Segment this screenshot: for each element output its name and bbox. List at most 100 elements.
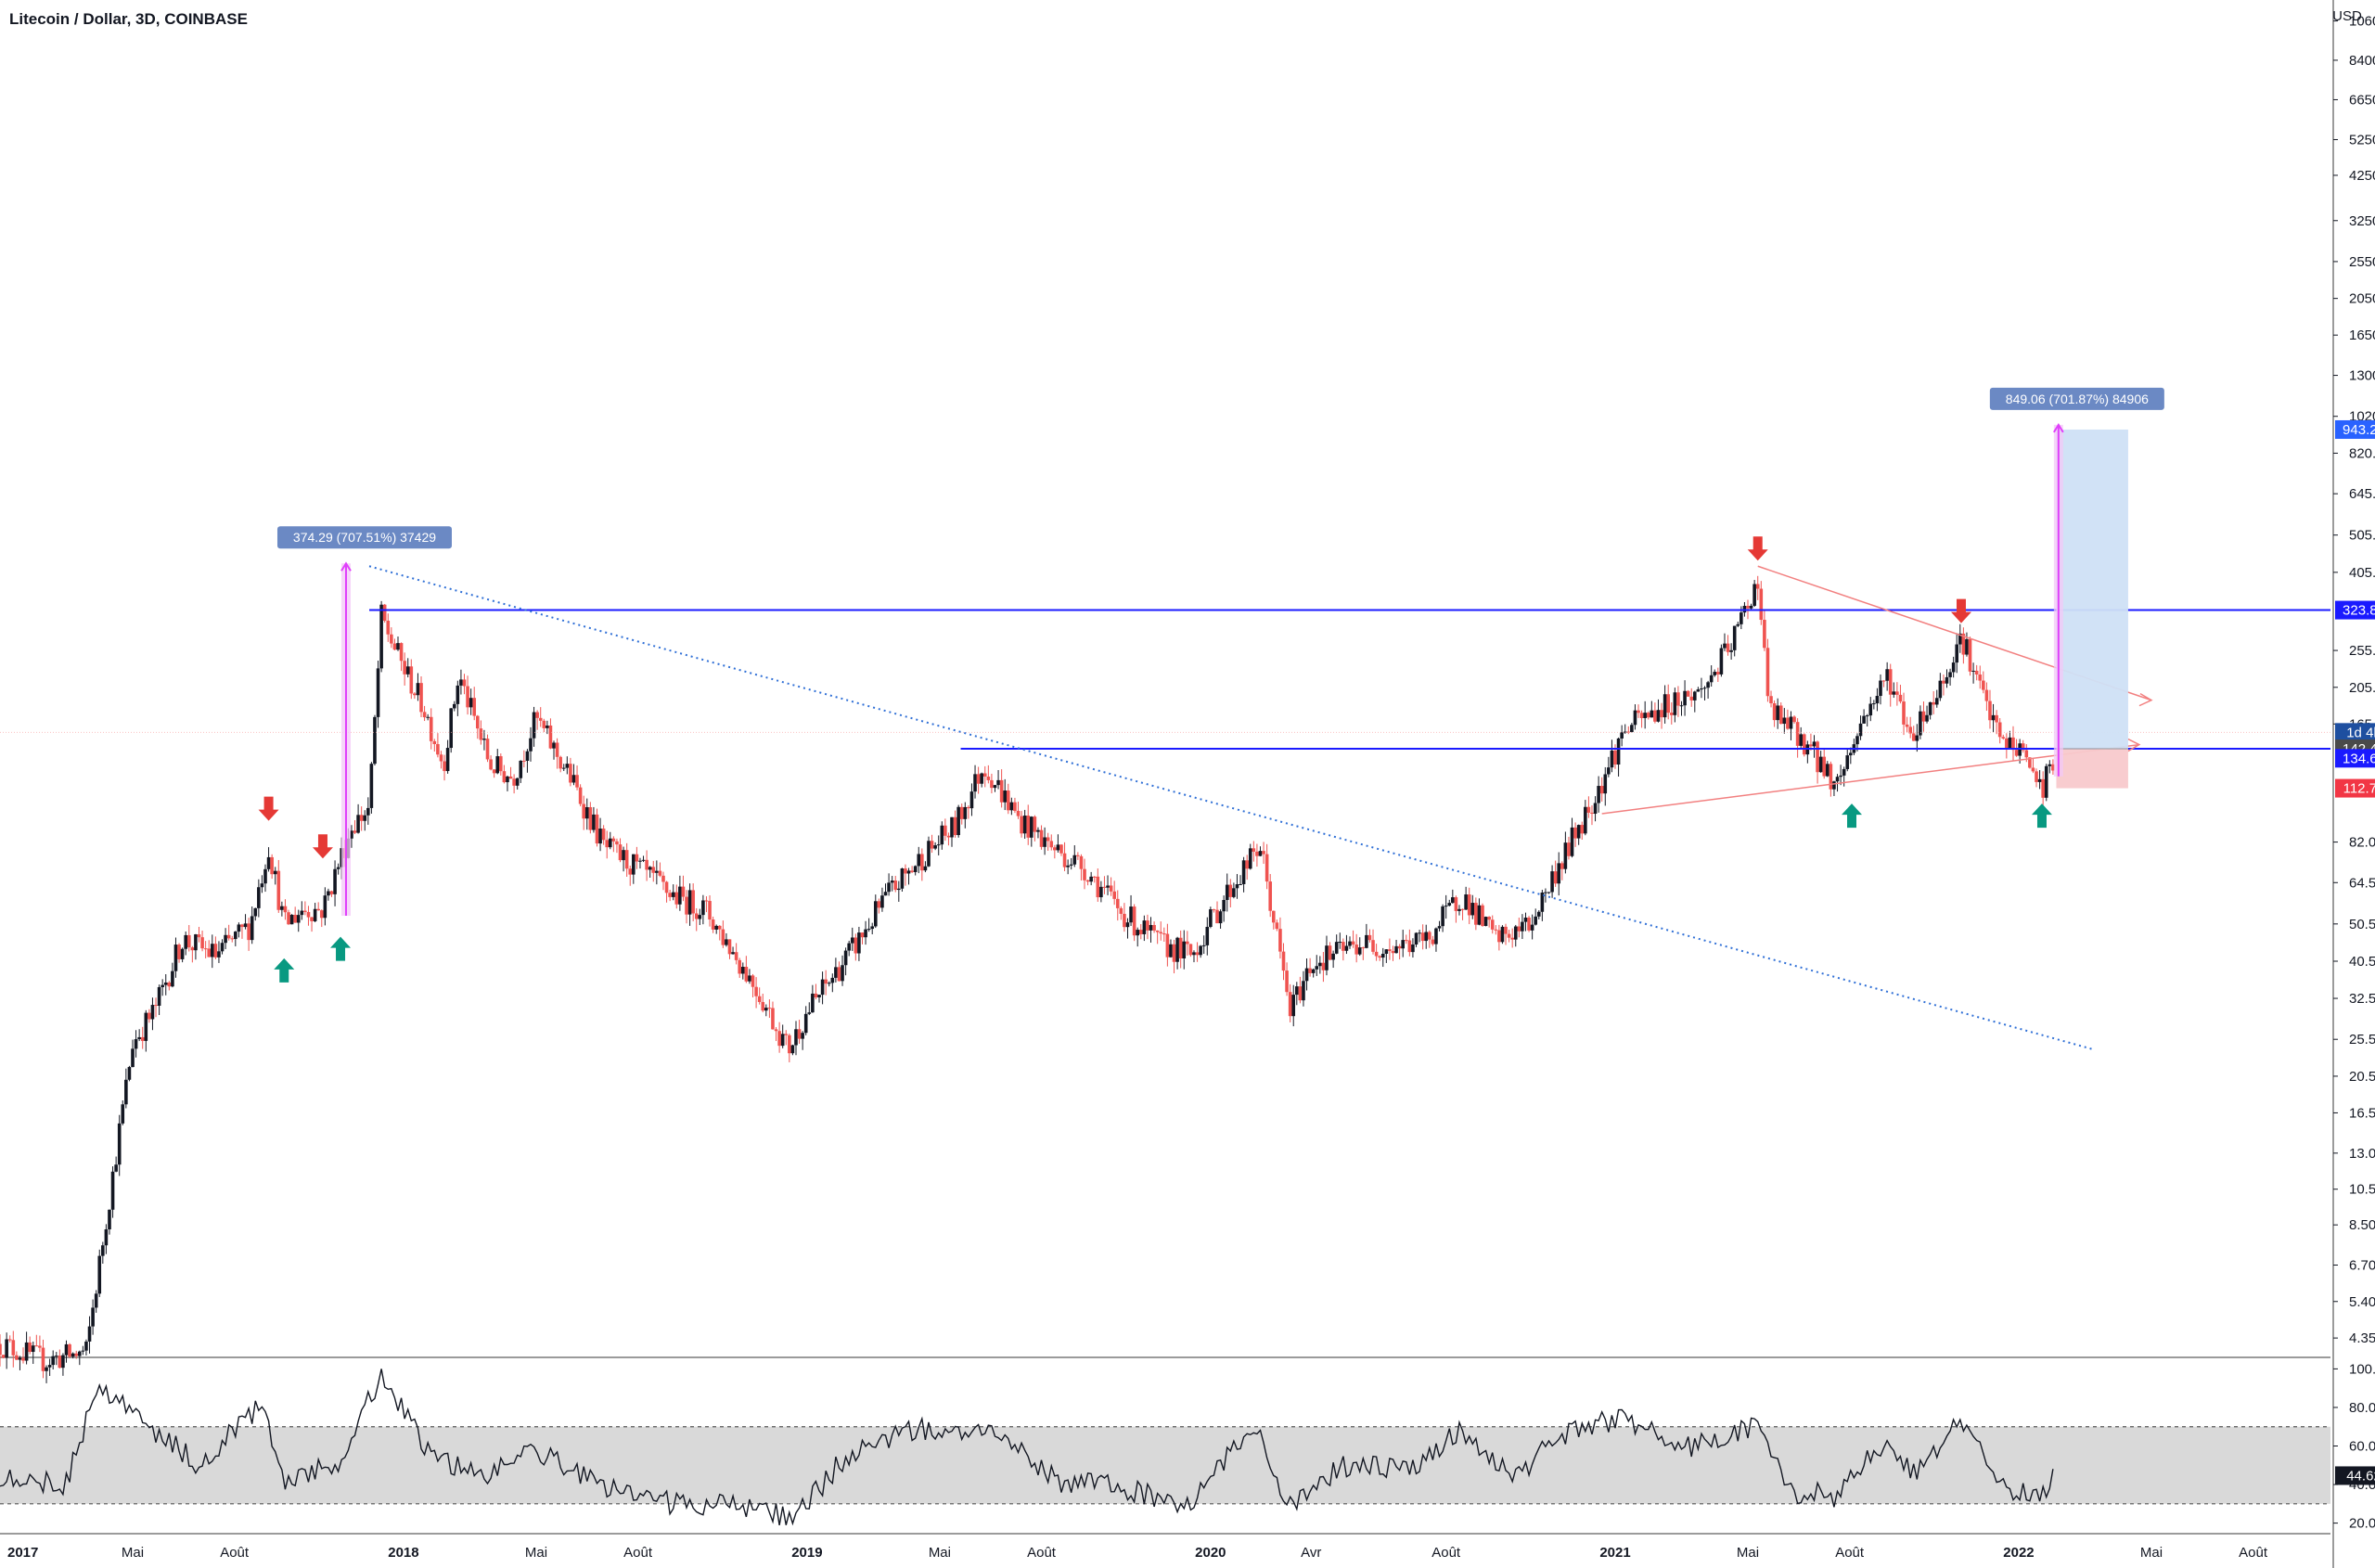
candle-body — [1192, 952, 1196, 956]
candle-body — [280, 906, 284, 910]
candle-body — [1431, 939, 1435, 945]
candle-body — [1451, 897, 1455, 904]
candle-body — [546, 725, 549, 728]
candle-body — [1932, 701, 1935, 705]
candle-body — [1919, 711, 1922, 736]
candle-body — [1464, 894, 1468, 910]
candle-body — [306, 911, 311, 918]
price-axis[interactable]: 10600.00 8400.00 6650.00 5250.00 4250.00 3250… — [2332, 0, 2375, 1568]
candle-body — [253, 907, 258, 917]
candle-body — [1868, 703, 1873, 716]
candle-body — [266, 856, 271, 869]
candle-body — [1849, 752, 1853, 756]
candle-body — [2037, 778, 2042, 782]
candle-body — [1825, 764, 1829, 777]
price-tick-label: 6650.00 — [2349, 92, 2375, 108]
candle-body — [555, 742, 559, 757]
candle-body — [1209, 909, 1213, 927]
candle-body — [382, 604, 387, 622]
candle-body — [356, 815, 360, 833]
candle-body — [1908, 726, 1912, 734]
candle-body — [419, 683, 423, 713]
candle-body — [1829, 764, 1833, 790]
candle-body — [1175, 937, 1179, 962]
candle-body — [1298, 986, 1303, 1001]
price-tag — [2335, 419, 2375, 439]
candle-body — [506, 776, 509, 783]
candle-body — [830, 977, 835, 983]
rsi-pane[interactable] — [0, 1369, 2330, 1535]
candle-body — [1066, 865, 1070, 868]
measure-arrowhead-1 — [340, 561, 352, 572]
candle-body — [1076, 855, 1080, 856]
candle-body — [1384, 949, 1389, 955]
candle-body — [1945, 676, 1949, 684]
candle-body — [1643, 713, 1647, 718]
candle-body — [475, 715, 480, 729]
candle-body — [740, 967, 745, 974]
candle-body — [1517, 926, 1521, 932]
candle-body — [694, 913, 699, 919]
candle-body — [1795, 722, 1800, 746]
candle-body — [2051, 764, 2055, 771]
candle-body — [1772, 702, 1777, 721]
candle-body — [11, 1340, 16, 1356]
candle-body — [1089, 876, 1093, 882]
candle-body — [2044, 765, 2048, 798]
candle-body — [1092, 876, 1097, 878]
candle-body — [764, 1008, 768, 1011]
price-tick-label: 20.50 — [2349, 1069, 2375, 1085]
price-tick-label: 645.00 — [2349, 486, 2375, 502]
candle-body — [1978, 674, 1983, 681]
candle-body — [171, 970, 174, 987]
candle-body — [1125, 922, 1130, 928]
candle-body — [993, 785, 997, 789]
candle-body — [906, 870, 911, 874]
candle-body — [774, 1029, 778, 1032]
price-tick-label: 10.50 — [2349, 1182, 2375, 1198]
time-tick-label: Août — [1835, 1545, 1865, 1561]
price-tick-label: 255.00 — [2349, 643, 2375, 659]
candle-body — [820, 979, 825, 996]
candle-body — [1344, 945, 1349, 951]
candle-body — [1102, 886, 1107, 888]
candle-body — [1948, 672, 1952, 677]
candle-body — [1637, 710, 1640, 713]
candle-body — [260, 883, 264, 888]
candle-body — [569, 764, 572, 783]
candle-body — [31, 1345, 35, 1353]
price-tick-label: 40.50 — [2349, 954, 2375, 970]
candle-body — [1258, 851, 1263, 856]
candle-body — [392, 643, 397, 650]
candle-body — [525, 751, 530, 762]
candle-body — [651, 867, 656, 873]
candle-body — [1291, 995, 1296, 1017]
time-axis[interactable]: 2017 Mai Août 2018 Mai Août 2019 Mai Août 2020 Avr… — [7, 1545, 2268, 1561]
candle-body — [1573, 827, 1577, 839]
price-tick-label: 32.50 — [2349, 991, 2375, 1007]
candle-body — [1616, 738, 1621, 765]
candle-body — [548, 725, 553, 749]
price-pane[interactable]: 374.29 (707.51%) 37429 849.06 (701.87%) 8… — [0, 387, 2330, 1383]
candle-body — [595, 814, 599, 844]
candle-body — [416, 683, 420, 696]
candle-body — [1228, 884, 1233, 897]
candle-body — [121, 1104, 125, 1124]
candle-body — [864, 929, 867, 938]
target-zone — [2056, 429, 2128, 750]
candle-body — [1331, 953, 1335, 960]
candle-body — [761, 1001, 765, 1011]
candle-body — [1660, 710, 1663, 718]
candle-body — [1513, 926, 1518, 940]
candle-body — [1123, 913, 1126, 928]
candle-body — [1357, 947, 1362, 955]
candle-body — [1437, 926, 1442, 929]
candle-body — [701, 900, 705, 916]
candle-body — [234, 932, 238, 940]
candle-body — [21, 1357, 25, 1361]
candle-body — [1991, 714, 1996, 721]
candle-body — [685, 896, 688, 915]
candle-body — [1709, 675, 1714, 683]
candle-body — [1693, 691, 1697, 700]
